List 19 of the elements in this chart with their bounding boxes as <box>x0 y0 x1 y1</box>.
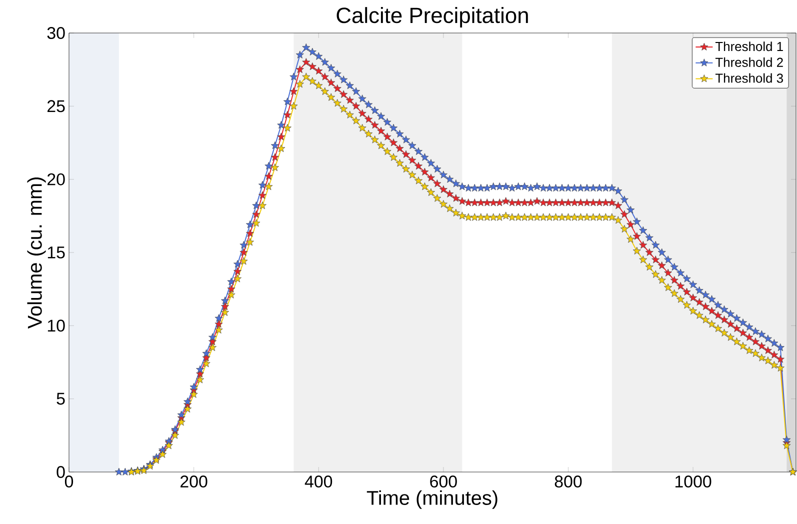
x-tick-label: 800 <box>554 476 582 488</box>
x-tick-label: 400 <box>304 476 332 488</box>
x-tick-label: 1000 <box>676 476 712 488</box>
chart-title: Calcite Precipitation <box>336 7 528 28</box>
legend-label: Threshold 2 <box>715 57 783 67</box>
y-axis-title: Volume (cu. mm) <box>27 178 46 329</box>
y-tick-label: 10 <box>48 320 65 332</box>
legend-label: Threshold 3 <box>715 73 783 83</box>
y-tick-label: 25 <box>48 100 65 112</box>
x-tick-label: 600 <box>430 476 457 488</box>
y-tick-label: 5 <box>56 392 65 405</box>
y-tick-label: 30 <box>47 27 65 39</box>
x-tick-label: 200 <box>180 476 208 488</box>
legend-label: Threshold 1 <box>715 42 783 52</box>
y-tick-label: 15 <box>48 246 65 258</box>
x-axis-title: Time (minutes) <box>366 490 498 509</box>
x-tick-label: 0 <box>64 476 74 488</box>
y-tick-label: 20 <box>48 173 65 186</box>
y-tick-label: 0 <box>56 466 65 478</box>
